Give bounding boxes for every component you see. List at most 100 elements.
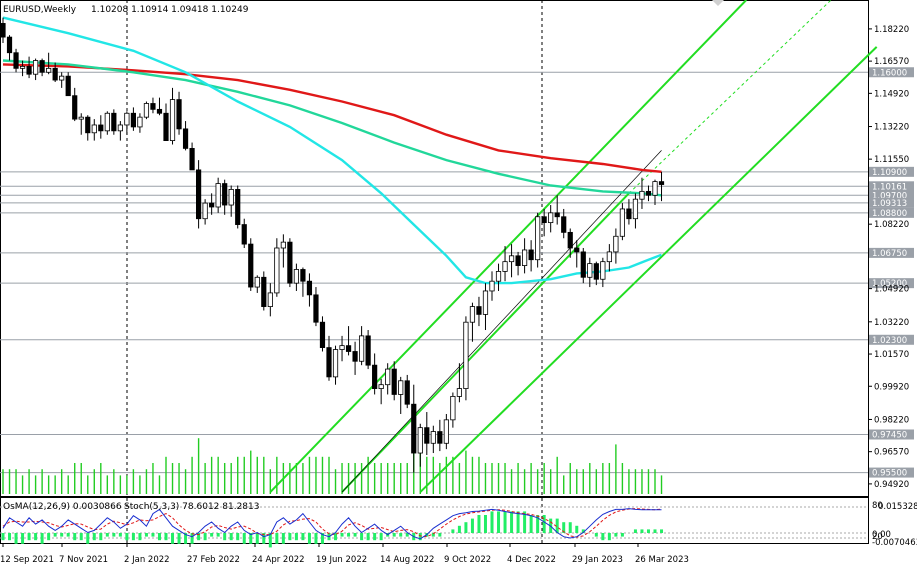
price-level-label: 0.97450 (872, 430, 907, 440)
candle-body (580, 251, 586, 278)
candle-body (339, 345, 345, 350)
candle-body (280, 241, 286, 249)
candle-body (404, 380, 410, 405)
price-level-box (869, 278, 914, 289)
price-level-label: 1.02300 (872, 336, 907, 346)
price-level-label: 0.95500 (872, 469, 907, 479)
candle-body (593, 263, 599, 280)
osc-level-20: 20 (872, 532, 883, 542)
price-level-label: 1.10900 (872, 168, 907, 178)
candle-body (241, 224, 247, 245)
candle-body (293, 269, 300, 284)
candle-body (391, 368, 397, 395)
candle-body (476, 306, 482, 315)
candle-body (85, 116, 91, 134)
candle-body (658, 181, 665, 185)
candle-body (450, 396, 456, 421)
candle-body (163, 112, 169, 141)
stoch-header: Stoch(5,3,3) 78.6012 81.2813 (124, 502, 259, 512)
candle-body (352, 351, 358, 362)
candle-body (606, 251, 612, 263)
candle-body (358, 335, 365, 362)
time-axis-label: 12 Sep 2021 (0, 555, 54, 565)
candle-body (59, 75, 65, 81)
volume-bars (2, 438, 663, 494)
candle-body (98, 124, 104, 132)
candle-body (502, 261, 508, 272)
price-tick-label: 0.96570 (874, 448, 909, 458)
price-level-label: 1.05200 (872, 279, 907, 289)
ma-mid-line (2, 59, 662, 197)
candle-body (72, 95, 78, 120)
candle-body (202, 202, 208, 220)
price-tick-label: 1.11550 (874, 155, 909, 165)
scroll-marker-icon[interactable] (712, 0, 724, 6)
price-tick-label: 1.08220 (874, 220, 909, 230)
candle-body (39, 60, 45, 73)
osma-header: OsMA(12,26,9) 0.0030866 (3, 502, 122, 512)
channel-line (341, 192, 630, 493)
candle-body (124, 112, 130, 126)
candle-body (215, 183, 221, 208)
time-axis-label: 14 Aug 2022 (380, 555, 434, 565)
candle-body (332, 349, 339, 378)
candle-body (46, 67, 52, 73)
channel-line (419, 46, 878, 493)
price-tick-label: 1.18220 (874, 25, 909, 35)
candle-body (365, 335, 371, 366)
price-level-label: 1.09700 (872, 191, 907, 201)
candle-body (528, 249, 534, 261)
candle-body (176, 99, 182, 130)
candle-body (417, 427, 423, 454)
price-level-box (869, 197, 914, 208)
candle-body (52, 67, 58, 81)
candle-body (287, 241, 293, 284)
time-axis-label: 19 Jun 2022 (316, 555, 367, 565)
price-level-label: 1.16000 (872, 68, 907, 78)
time-axis-label: 4 Dec 2022 (507, 555, 556, 565)
price-level-label: 1.08800 (872, 209, 907, 219)
candle-body (104, 112, 110, 132)
price-level-box (869, 67, 914, 78)
candle-body (0, 23, 6, 38)
candle-body (508, 255, 515, 263)
candle-body (619, 208, 626, 237)
price-tick-label: 1.04920 (874, 285, 909, 295)
osc-level-80: 80 (872, 501, 883, 511)
stoch-main-line (2, 508, 662, 540)
price-tick-label: 0.99920 (874, 382, 909, 392)
price-tick-label: 0.98220 (874, 415, 909, 425)
candles (0, 17, 665, 473)
trend-line (341, 150, 662, 493)
candle-body (19, 65, 26, 69)
candle-body (156, 108, 163, 114)
price-level-box (869, 190, 914, 201)
candle-body (150, 103, 156, 110)
candle-body (561, 216, 567, 233)
candle-body (189, 148, 195, 171)
candle-body (130, 112, 136, 128)
candle-body (639, 190, 645, 200)
price-level-box (869, 429, 914, 440)
candle-body (482, 290, 489, 315)
price-tick-label: 1.14920 (874, 89, 909, 99)
candle-body (613, 235, 619, 253)
candle-body (300, 269, 306, 282)
candle-body (274, 247, 280, 294)
osc-bottom-value: -0.0070463 (872, 538, 917, 548)
candle-body (26, 65, 32, 75)
candle-body (567, 231, 573, 249)
time-axis-label: 9 Oct 2022 (444, 555, 491, 565)
candle-body (522, 249, 528, 266)
candle-body (587, 263, 593, 278)
candle-body (117, 124, 123, 132)
time-axis-label: 26 Mar 2023 (635, 555, 689, 565)
price-level-box (869, 467, 914, 478)
candle-body (143, 103, 150, 118)
candle-body (182, 128, 189, 149)
price-level-label: 1.09313 (872, 199, 907, 209)
candle-body (548, 212, 554, 224)
candle-body (489, 280, 495, 292)
candle-body (463, 321, 469, 389)
